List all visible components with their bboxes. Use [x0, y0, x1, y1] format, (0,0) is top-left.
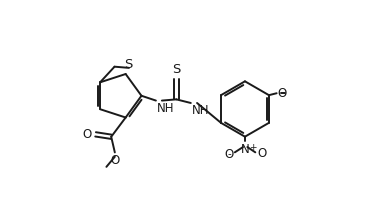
Text: N: N — [240, 143, 249, 156]
Text: O: O — [277, 87, 286, 100]
Text: NH: NH — [157, 102, 174, 114]
Text: NH: NH — [192, 104, 209, 117]
Text: -: - — [228, 149, 232, 159]
Text: O: O — [110, 154, 119, 167]
Text: O: O — [257, 147, 266, 160]
Text: S: S — [172, 63, 180, 76]
Text: O: O — [83, 128, 92, 141]
Text: O: O — [224, 148, 233, 161]
Text: S: S — [124, 58, 132, 71]
Text: +: + — [249, 143, 257, 152]
